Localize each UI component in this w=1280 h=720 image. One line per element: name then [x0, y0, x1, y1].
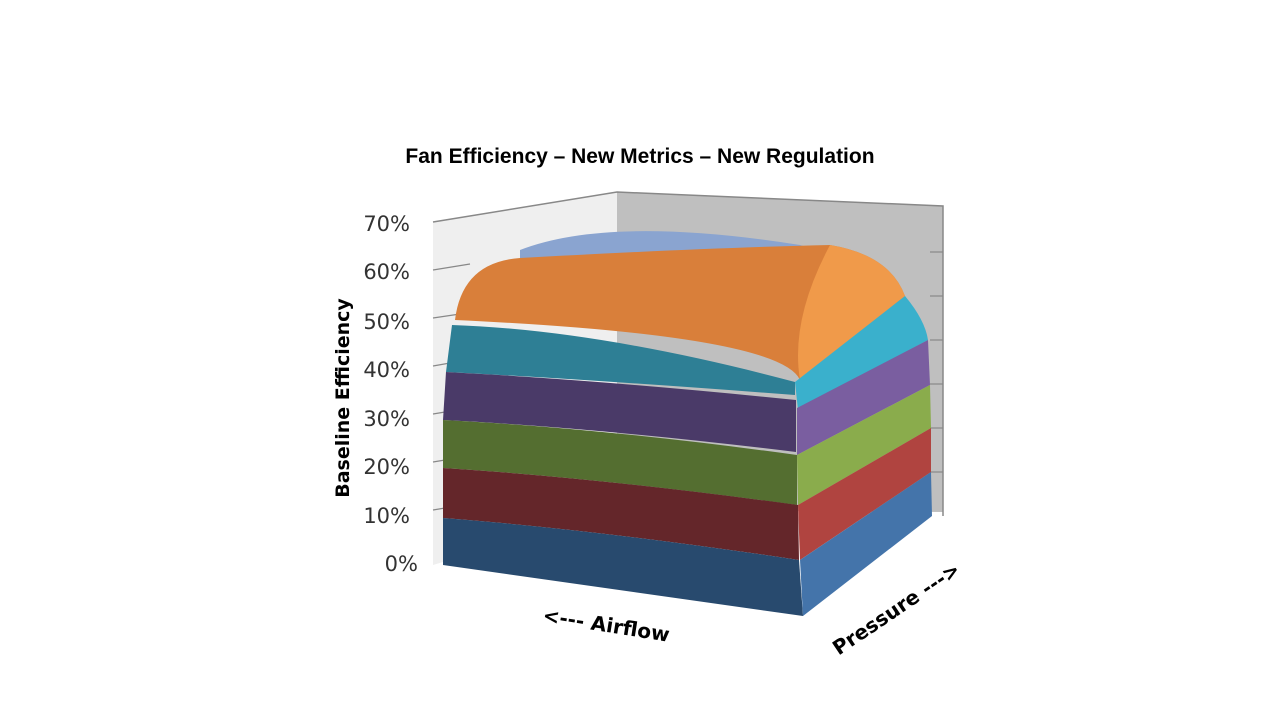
y-tick-0: 0% — [384, 552, 418, 576]
y-tick-50: 50% — [363, 310, 410, 334]
y-tick-10: 10% — [363, 504, 410, 528]
band-20-30 — [443, 420, 797, 505]
y-tick-20: 20% — [363, 455, 410, 479]
band-50-60 — [455, 245, 905, 380]
band-40-50 — [446, 325, 795, 395]
y-tick-70: 70% — [363, 212, 410, 236]
gridlines — [432, 251, 943, 511]
y-tick-30: 30% — [363, 407, 410, 431]
chart-title: Fan Efficiency – New Metrics – New Regul… — [405, 145, 875, 168]
band-10-20 — [443, 468, 799, 560]
y-tick-60: 60% — [363, 260, 410, 284]
y-axis-label: Baseline Efficiency — [332, 298, 354, 498]
y-tick-40: 40% — [363, 358, 410, 382]
band-30-40 — [443, 372, 796, 452]
band-0-10 — [443, 518, 803, 616]
wall-edge — [432, 191, 944, 516]
